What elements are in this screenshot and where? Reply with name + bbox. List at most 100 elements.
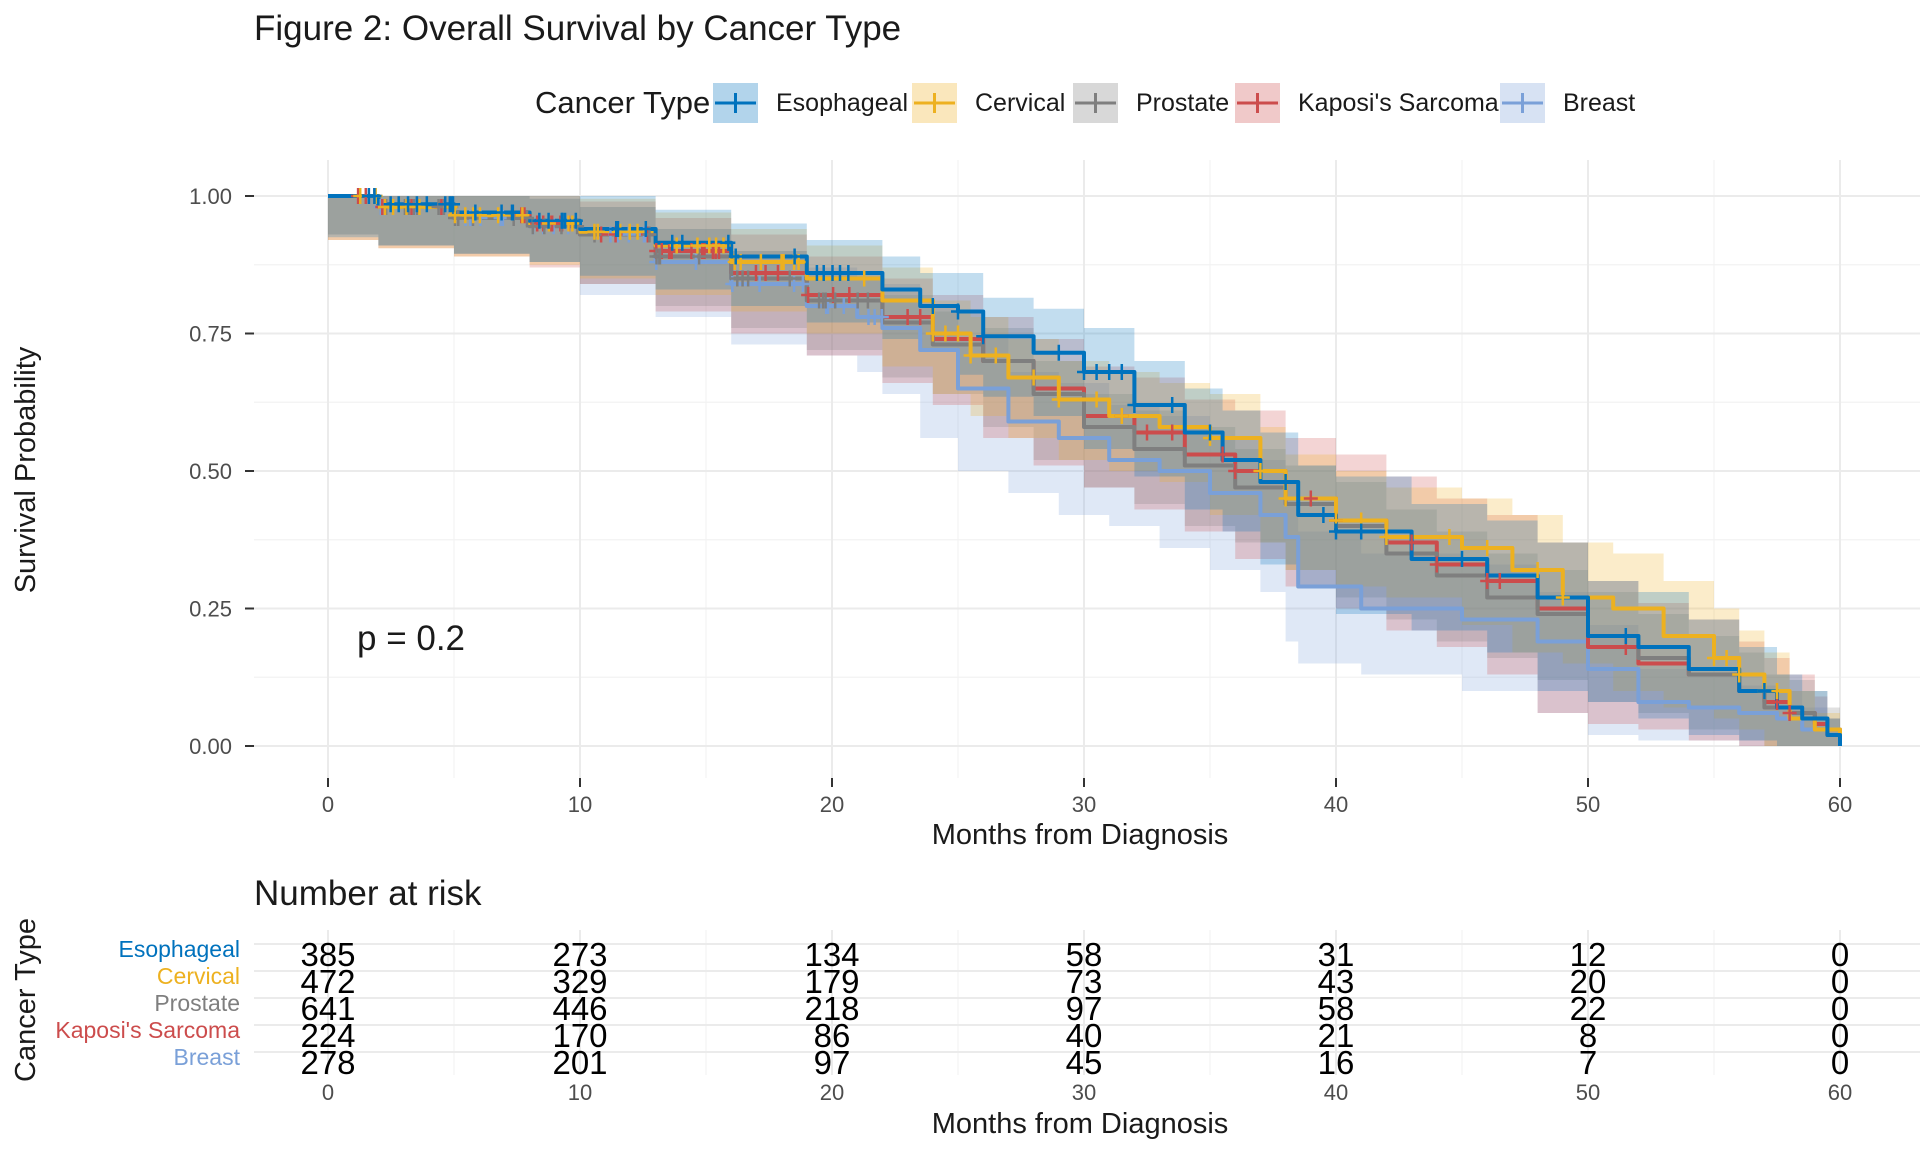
censor-mark: [1303, 490, 1318, 507]
risk-cell: 0: [1831, 936, 1849, 973]
censor-mark: [399, 199, 414, 215]
censor-mark: [752, 276, 767, 292]
risk-cell: 218: [804, 990, 859, 1027]
risk-cell: 0: [1831, 1017, 1849, 1054]
p-value-annotation: p = 0.2: [357, 619, 465, 658]
censor-mark: [431, 199, 446, 215]
legend-label: Kaposi's Sarcoma: [1298, 89, 1499, 117]
legend-item: Cervical: [912, 83, 1065, 123]
censor-mark: [735, 270, 750, 287]
risk-cell: 0: [1831, 963, 1849, 1000]
x-tick-label: 50: [1576, 792, 1600, 817]
risk-x-tick-label: 50: [1576, 1080, 1600, 1105]
censor-mark: [652, 248, 667, 265]
legend: Cancer Type Esophageal Cervical Prostate Ka…: [535, 83, 1635, 123]
y-tick-label: 0.75: [189, 322, 232, 347]
censor-mark: [925, 325, 940, 342]
censor-mark: [809, 265, 824, 281]
censor-mark: [1026, 369, 1041, 386]
risk-table: Esophageal 385 273 134 58 31 12 0 Cervical 472 329…: [55, 936, 1849, 1081]
censor-mark: [787, 248, 802, 265]
risk-cell: 97: [1066, 990, 1103, 1027]
risk-row-label: Prostate: [154, 990, 240, 1016]
legend-item: Breast: [1500, 83, 1635, 123]
censor-mark: [1480, 573, 1495, 589]
censor-mark: [1555, 589, 1570, 606]
risk-cell: 179: [804, 963, 859, 1000]
risk-cell: 12: [1570, 936, 1607, 973]
censor-mark: [1114, 408, 1129, 424]
censor-mark: [728, 248, 743, 265]
censor-mark: [468, 204, 483, 221]
censor-mark: [1127, 397, 1142, 413]
risk-cell: 170: [552, 1017, 607, 1054]
x-tick-label: 0: [322, 792, 334, 817]
risk-cell: 641: [300, 990, 355, 1027]
censor-mark: [1278, 474, 1293, 490]
y-axis-title: Survival Probability: [10, 346, 42, 593]
risk-cell: 86: [814, 1017, 851, 1054]
censor-mark: [1102, 364, 1117, 380]
risk-cell: 97: [814, 1044, 851, 1081]
x-axis-title: Months from Diagnosis: [932, 819, 1229, 851]
censor-mark: [1782, 705, 1797, 721]
legend-label: Cervical: [975, 89, 1065, 117]
censor-mark: [753, 254, 768, 270]
censor-mark: [782, 270, 797, 287]
risk-cell: 224: [300, 1017, 355, 1054]
y-tick-label: 0.50: [189, 459, 232, 484]
risk-cell: 7: [1579, 1044, 1597, 1081]
risk-row-label: Cervical: [157, 963, 240, 989]
censor-mark: [988, 347, 1003, 364]
risk-cell: 31: [1318, 936, 1355, 973]
censor-mark: [951, 303, 965, 320]
censor-mark: [665, 234, 680, 251]
censor-mark: [448, 207, 463, 224]
risk-cell: 446: [552, 990, 607, 1027]
risk-cell: 40: [1066, 1017, 1103, 1054]
censor-mark: [825, 265, 840, 281]
y-tick-label: 0.25: [189, 597, 232, 622]
censor-mark: [1203, 424, 1217, 441]
censor-mark: [1719, 650, 1734, 666]
censor-mark: [1379, 529, 1394, 545]
censor-mark: [1089, 391, 1104, 408]
censor-mark: [1757, 683, 1772, 699]
censor-mark: [925, 298, 940, 314]
censor-mark: [1165, 397, 1180, 413]
plot-axes: 0.00 0.25 0.50 0.75 1.00 0 10 20 30 40 50 60: [189, 184, 1852, 817]
censor-mark: [1770, 683, 1784, 699]
censor-mark: [1051, 344, 1066, 361]
censor-mark: [391, 196, 406, 213]
chart-title: Figure 2: Overall Survival by Cancer Typ…: [254, 9, 901, 48]
censor-mark: [874, 309, 889, 325]
x-tick-label: 20: [820, 792, 844, 817]
censor-mark: [1429, 556, 1444, 573]
censor-mark: [532, 212, 547, 229]
risk-cell: 385: [300, 936, 355, 973]
censor-mark: [1165, 424, 1180, 441]
risk-x-tick-label: 40: [1324, 1080, 1348, 1105]
censor-mark: [938, 325, 953, 342]
risk-x-tick-label: 60: [1828, 1080, 1852, 1105]
risk-cell: 8: [1579, 1017, 1597, 1054]
risk-cell: 472: [300, 963, 355, 1000]
risk-cell: 201: [552, 1044, 607, 1081]
censor-mark: [976, 328, 991, 345]
risk-table-grid: [254, 930, 1920, 1075]
x-tick-label: 30: [1072, 792, 1096, 817]
risk-cell: 45: [1066, 1044, 1103, 1081]
censor-mark: [1228, 463, 1243, 479]
censor-mark: [828, 292, 843, 309]
y-tick-label: 1.00: [189, 184, 232, 209]
censor-mark: [692, 248, 707, 265]
legend-label: Esophageal: [776, 89, 908, 117]
censor-mark: [841, 265, 856, 281]
censor-mark: [1051, 391, 1066, 408]
censor-mark: [690, 237, 705, 254]
censor-mark: [1278, 490, 1293, 507]
risk-row-label: Kaposi's Sarcoma: [55, 1017, 240, 1043]
censor-mark: [1329, 523, 1343, 540]
x-tick-label: 60: [1828, 792, 1852, 817]
